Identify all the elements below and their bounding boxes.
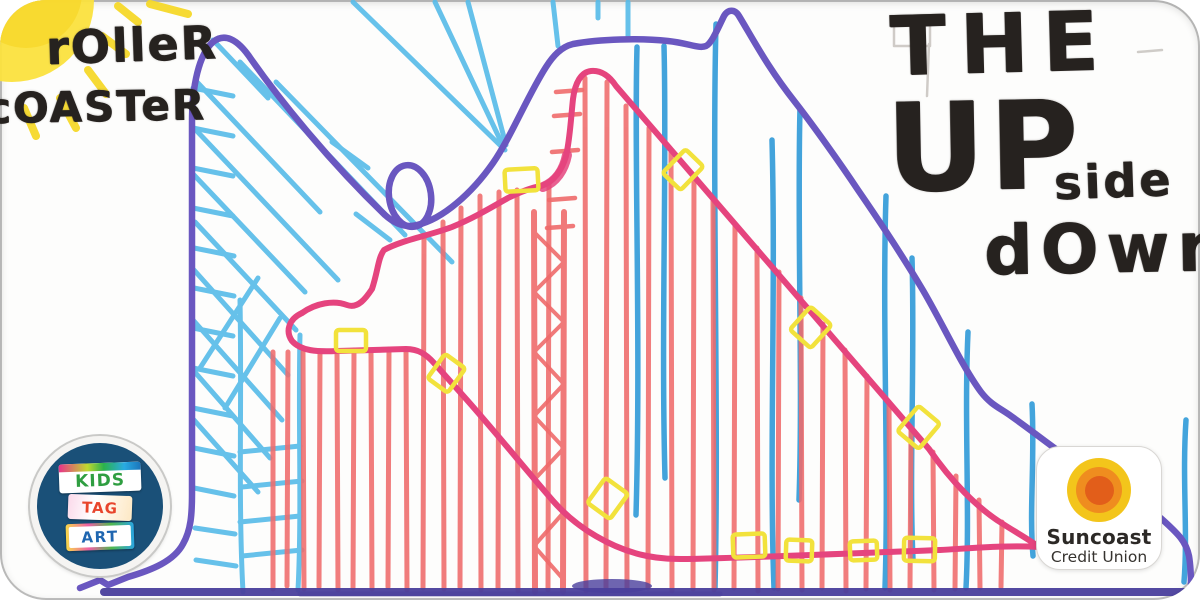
- purple-track-outline: [76, 7, 1195, 592]
- red-support-beams: [270, 75, 1005, 594]
- suncoast-logo: Suncoast Credit Union: [1036, 446, 1162, 570]
- suncoast-sun-mid-ring: [1076, 467, 1122, 513]
- coaster-car: [586, 476, 630, 521]
- ground-line: [100, 579, 1194, 597]
- kta-tag-label: TAG: [81, 497, 119, 517]
- coaster-car: [788, 305, 833, 350]
- suncoast-sun-icon: [1067, 458, 1131, 522]
- sun-icon: [0, 0, 192, 140]
- suncoast-sun-core: [1084, 475, 1114, 505]
- kta-art-label: ART: [68, 524, 132, 548]
- kids-tag-art-logo: KIDS TAG ART: [30, 436, 170, 576]
- loop-the-loop: [385, 161, 435, 231]
- kta-kids-label: KIDS: [74, 469, 126, 492]
- coaster-cars: [333, 148, 942, 564]
- kta-plate-art: ART: [65, 521, 135, 551]
- coaster-car: [730, 531, 768, 560]
- coaster-car: [847, 538, 880, 563]
- coaster-car: [502, 166, 541, 194]
- coaster-car: [901, 535, 938, 564]
- suncoast-subtitle: Credit Union: [1050, 548, 1148, 566]
- coaster-car: [661, 148, 705, 192]
- suncoast-name: Suncoast: [1046, 525, 1152, 549]
- coaster-car: [896, 404, 942, 451]
- left-mountain-hatch: [190, 37, 455, 595]
- headline-side: side: [1053, 151, 1175, 211]
- pink-coaster-track: [285, 67, 1042, 562]
- coaster-car: [783, 537, 815, 564]
- coaster-car: [333, 327, 369, 354]
- pencil-sketch-marks: [892, 20, 1164, 98]
- coaster-car: [426, 352, 467, 394]
- kta-plate-kids: KIDS: [58, 461, 142, 493]
- title-line-roller: rOlleR: [45, 15, 219, 75]
- kids-tag-art-badge-circle: KIDS TAG ART: [30, 436, 170, 576]
- support-truss: [531, 87, 585, 595]
- title-line-coaster: cOASTeR: [0, 80, 207, 133]
- kta-color-band: [58, 461, 141, 472]
- kta-plate-tag: TAG: [67, 493, 133, 521]
- blue-fan-lines: [350, 0, 631, 153]
- headline-down: dOwn: [983, 207, 1200, 292]
